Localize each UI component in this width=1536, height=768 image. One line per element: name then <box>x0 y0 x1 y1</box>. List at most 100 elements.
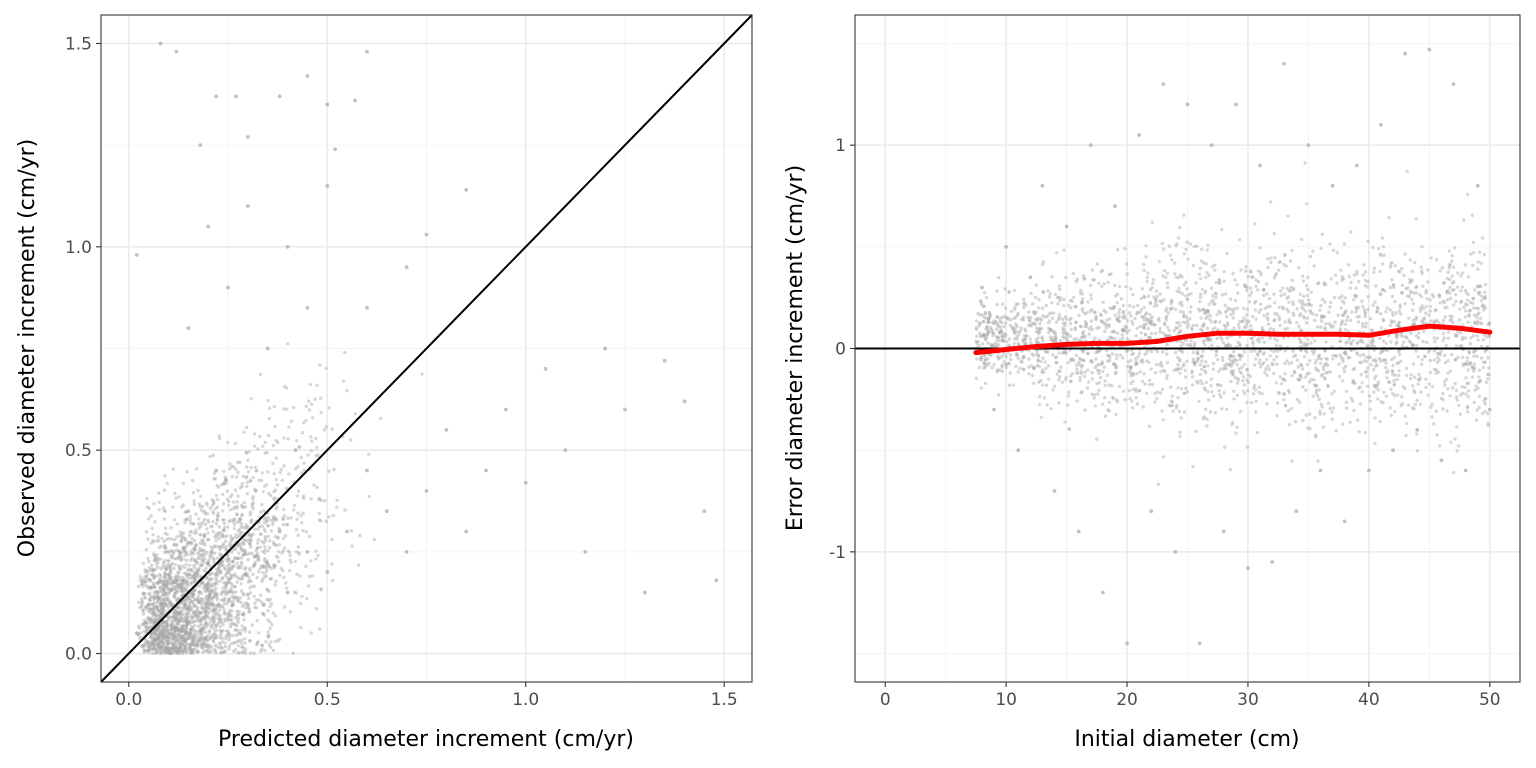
point-cloud-dot <box>238 460 242 464</box>
point-cloud-dot <box>146 537 150 541</box>
point-cloud-dot <box>149 636 153 640</box>
point-cloud-dot <box>147 597 152 601</box>
point-cloud-dot <box>1321 425 1326 429</box>
point-cloud-dot <box>1153 400 1157 404</box>
point-cloud-dot <box>168 577 172 581</box>
point-cloud-dot <box>160 602 165 606</box>
point-cloud-dot <box>177 571 181 575</box>
point-cloud-dot <box>201 650 205 654</box>
point-cloud-dot <box>1050 301 1054 305</box>
point-cloud-dot <box>202 533 206 537</box>
point-cloud-dot <box>155 553 159 557</box>
point-cloud-dot <box>168 600 173 604</box>
point-cloud-dot <box>1204 360 1208 364</box>
point-cloud-dot <box>177 622 181 626</box>
point-cloud-dot <box>1291 313 1296 318</box>
point-cloud-dot <box>174 638 178 643</box>
point-cloud-dot <box>1253 301 1257 305</box>
point-cloud-dot <box>240 513 244 517</box>
point-cloud-dot <box>188 630 192 634</box>
point-cloud-dot <box>224 586 228 590</box>
point-cloud-dot <box>162 589 167 594</box>
point-cloud-dot <box>1196 349 1200 353</box>
point-cloud-dot <box>187 608 191 612</box>
point-cloud-dot <box>247 575 251 579</box>
point-cloud-dot <box>1118 353 1123 357</box>
point-cloud-dot <box>1412 407 1416 411</box>
point-cloud-dot <box>163 531 167 536</box>
point-cloud-dot <box>272 405 277 409</box>
point-cloud-dot <box>222 602 227 606</box>
point-cloud-dot <box>208 577 213 581</box>
point-cloud-dot <box>1249 324 1253 328</box>
point-cloud-dot <box>207 629 212 633</box>
point-cloud-dot <box>1410 269 1415 273</box>
point-cloud-dot <box>1103 379 1107 383</box>
point-cloud-dot <box>1041 289 1045 294</box>
point-cloud-dot <box>1311 249 1315 253</box>
point-cloud-dot <box>1374 284 1378 288</box>
point-cloud-dot <box>1097 281 1101 285</box>
point-cloud-dot <box>260 643 265 648</box>
point-cloud-dot <box>313 397 317 401</box>
point-cloud-dot <box>264 565 268 569</box>
point-cloud-dot <box>1068 334 1073 338</box>
point-cloud-dot <box>281 549 285 553</box>
point-cloud-dot <box>215 505 220 509</box>
point-cloud-dot <box>212 558 216 562</box>
point-cloud-dot <box>197 549 201 553</box>
point-cloud-dot <box>1008 353 1013 357</box>
point-cloud-dot <box>287 569 292 573</box>
point-cloud-dot <box>199 508 203 512</box>
point-cloud-dot <box>1368 407 1373 411</box>
point-cloud-dot <box>1041 383 1045 387</box>
point-cloud-dot <box>1102 308 1106 313</box>
point-cloud-dot <box>174 626 178 630</box>
point-cloud-dot <box>1115 356 1119 361</box>
point-cloud-dot <box>1257 361 1261 365</box>
point-cloud-dot <box>185 624 189 628</box>
point-cloud-dot <box>192 609 196 613</box>
point-cloud-dot <box>1343 351 1347 355</box>
point-cloud-dot <box>1307 371 1311 375</box>
point-cloud-dot <box>324 519 328 523</box>
point-cloud-dot <box>270 566 274 571</box>
point-cloud-dot <box>241 541 246 545</box>
point-cloud-dot <box>1380 236 1385 240</box>
point-cloud-dot <box>185 606 190 610</box>
point-cloud-dot <box>196 551 200 556</box>
point-cloud-dot <box>295 494 300 498</box>
point-cloud-dot <box>284 486 288 490</box>
point-cloud-dot <box>1397 369 1401 373</box>
point-cloud-dot <box>189 552 193 557</box>
point-cloud-dot <box>1349 230 1353 234</box>
point-cloud-dot <box>140 577 145 581</box>
point-cloud-dot <box>174 584 178 589</box>
point-cloud-dot <box>1190 375 1195 379</box>
point-cloud-dot <box>258 434 262 439</box>
point-cloud-dot <box>229 625 233 629</box>
point-cloud-dot <box>224 583 228 587</box>
point-cloud-dot <box>201 640 205 644</box>
point-cloud-dot <box>178 637 183 641</box>
point-cloud-dot <box>227 590 231 595</box>
point-cloud-dot <box>1204 380 1209 385</box>
point-cloud-dot <box>190 650 194 654</box>
point-cloud-dot <box>187 593 191 598</box>
point-cloud-dot <box>175 599 179 603</box>
point-cloud-dot <box>210 608 214 612</box>
point-cloud-dot <box>995 369 999 374</box>
point-cloud-dot <box>276 639 280 643</box>
point-cloud-dot <box>222 612 226 616</box>
point-cloud-dot <box>182 629 187 633</box>
point-cloud-dot <box>222 480 227 485</box>
point-cloud-dot <box>171 642 175 646</box>
point-cloud-dot <box>1165 314 1169 319</box>
point-cloud-dot <box>230 595 234 599</box>
point-cloud-dot <box>1257 340 1262 344</box>
point-cloud-dot <box>182 629 187 633</box>
point-cloud-dot <box>253 601 257 605</box>
point-cloud-dot <box>167 642 171 646</box>
point-cloud-dot <box>158 585 162 590</box>
point-cloud-dot <box>136 600 141 605</box>
